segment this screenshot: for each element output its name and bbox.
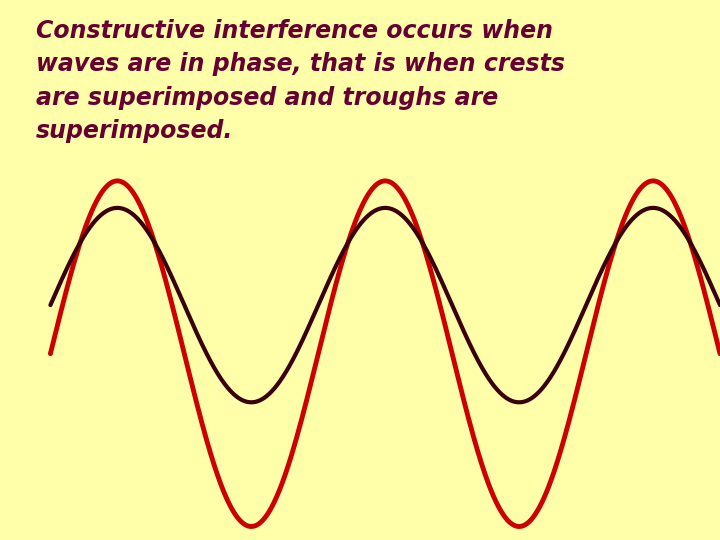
Text: Constructive interference occurs when
waves are in phase, that is when crests
ar: Constructive interference occurs when wa…	[36, 19, 565, 144]
